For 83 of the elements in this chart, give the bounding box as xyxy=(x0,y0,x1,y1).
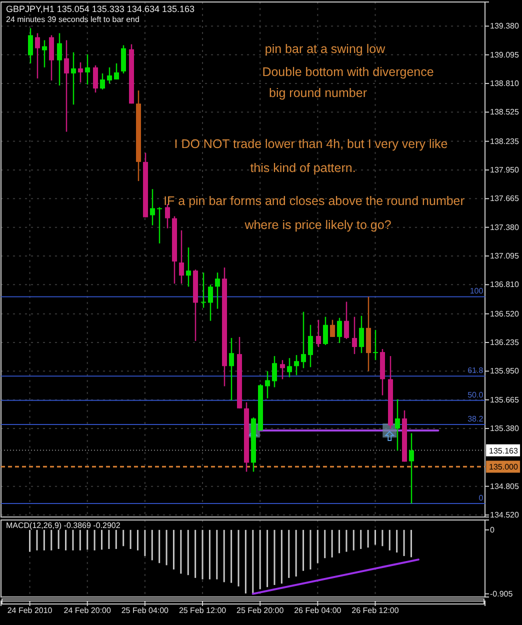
annotation: 61.8 xyxy=(468,366,484,376)
candlestick xyxy=(280,359,285,380)
y-tick-label: 136.810 xyxy=(490,280,520,290)
candlestick xyxy=(28,28,33,64)
annotation: where is price likely to go? xyxy=(244,218,392,232)
candlestick xyxy=(57,32,62,86)
candlestick xyxy=(78,62,83,84)
annotation: 50.0 xyxy=(468,390,484,400)
candlestick xyxy=(287,357,292,378)
candlestick xyxy=(323,316,328,346)
y-tick-label: -0.905 xyxy=(490,589,514,598)
ref-line-label: 135.000 xyxy=(489,462,518,472)
x-tick-label: 24 Feb 2010 xyxy=(7,606,53,615)
chart-title: MACD(12,26,9) -0.3869 -0.2902 xyxy=(6,521,121,530)
candlestick xyxy=(395,398,400,452)
y-tick-label: 139.095 xyxy=(490,50,520,60)
chart-title: GBPJPY,H1 135.054 135.333 134.634 135.163 xyxy=(6,4,194,14)
y-tick-label: 136.520 xyxy=(490,309,520,318)
candlestick xyxy=(301,311,306,369)
y-tick-label: 135.380 xyxy=(490,424,520,434)
candlestick xyxy=(49,34,54,82)
x-tick-label: 26 Feb 12:00 xyxy=(352,606,400,615)
candlestick xyxy=(352,316,357,355)
y-tick-label: 0 xyxy=(490,525,495,534)
annotation: this kind of pattern. xyxy=(250,161,356,175)
x-tick-label: 25 Feb 12:00 xyxy=(178,606,227,615)
candlestick xyxy=(337,317,342,344)
y-tick-label: 137.380 xyxy=(490,222,520,232)
candlestick xyxy=(308,324,313,368)
annotation: 38.2 xyxy=(468,414,484,424)
candlestick xyxy=(344,301,349,340)
candlestick xyxy=(71,52,76,106)
candlestick xyxy=(85,54,90,86)
annotation: pin bar at a swing low xyxy=(264,42,386,56)
candlestick xyxy=(330,319,335,338)
annotation: 100 xyxy=(470,286,484,296)
candlestick xyxy=(107,66,112,84)
y-tick-label: 139.380 xyxy=(490,22,520,31)
candlestick xyxy=(186,246,191,288)
candlestick xyxy=(359,315,364,354)
x-tick-label: 25 Feb 04:00 xyxy=(121,606,170,615)
ref-line-label: 135.163 xyxy=(489,446,518,456)
annotation: IF a pin bar forms and closes above the round number xyxy=(164,194,464,208)
candlestick xyxy=(229,337,234,401)
candlestick xyxy=(272,355,277,388)
candlestick xyxy=(316,319,321,348)
candlestick xyxy=(165,204,170,229)
candlestick xyxy=(114,62,119,80)
candlestick xyxy=(93,64,98,94)
annotation: big round number xyxy=(269,86,367,100)
y-tick-label: 137.095 xyxy=(490,252,520,261)
y-tick-label: 137.950 xyxy=(490,166,520,175)
candlestick xyxy=(64,40,69,132)
annotation: I DO NOT trade lower than 4h, but I very very like xyxy=(174,137,448,151)
annotation: Double bottom with divergence xyxy=(262,65,434,79)
candlestick xyxy=(215,272,220,310)
x-tick-label: 25 Feb 20:00 xyxy=(236,606,284,615)
candlestick xyxy=(373,329,378,361)
candlestick xyxy=(42,40,47,68)
y-tick-label: 137.665 xyxy=(490,194,520,204)
candlestick xyxy=(294,354,299,376)
candlestick xyxy=(150,188,155,226)
y-tick-label: 138.525 xyxy=(490,108,520,117)
y-tick-label: 134.520 xyxy=(490,510,520,520)
candlestick xyxy=(121,44,126,74)
candlestick xyxy=(157,206,162,244)
candlestick xyxy=(35,32,40,80)
candlestick xyxy=(100,72,105,90)
x-tick-label: 24 Feb 20:00 xyxy=(64,606,112,615)
annotation: 0 xyxy=(478,494,484,503)
y-tick-label: 136.235 xyxy=(490,338,520,348)
candlestick xyxy=(208,284,213,322)
y-tick-label: 135.950 xyxy=(490,366,520,376)
x-tick-label: 26 Feb 04:00 xyxy=(294,606,342,615)
y-tick-label: 138.810 xyxy=(490,79,520,88)
candlestick xyxy=(265,370,270,399)
candlestick xyxy=(201,272,206,308)
text: 24 minutes 39 seconds left to bar end xyxy=(6,15,140,24)
candlestick xyxy=(409,432,414,504)
y-tick-label: 138.235 xyxy=(490,136,520,146)
y-tick-label: 134.805 xyxy=(490,482,520,491)
y-tick-label: 135.665 xyxy=(490,395,520,404)
candlestick xyxy=(179,230,184,284)
